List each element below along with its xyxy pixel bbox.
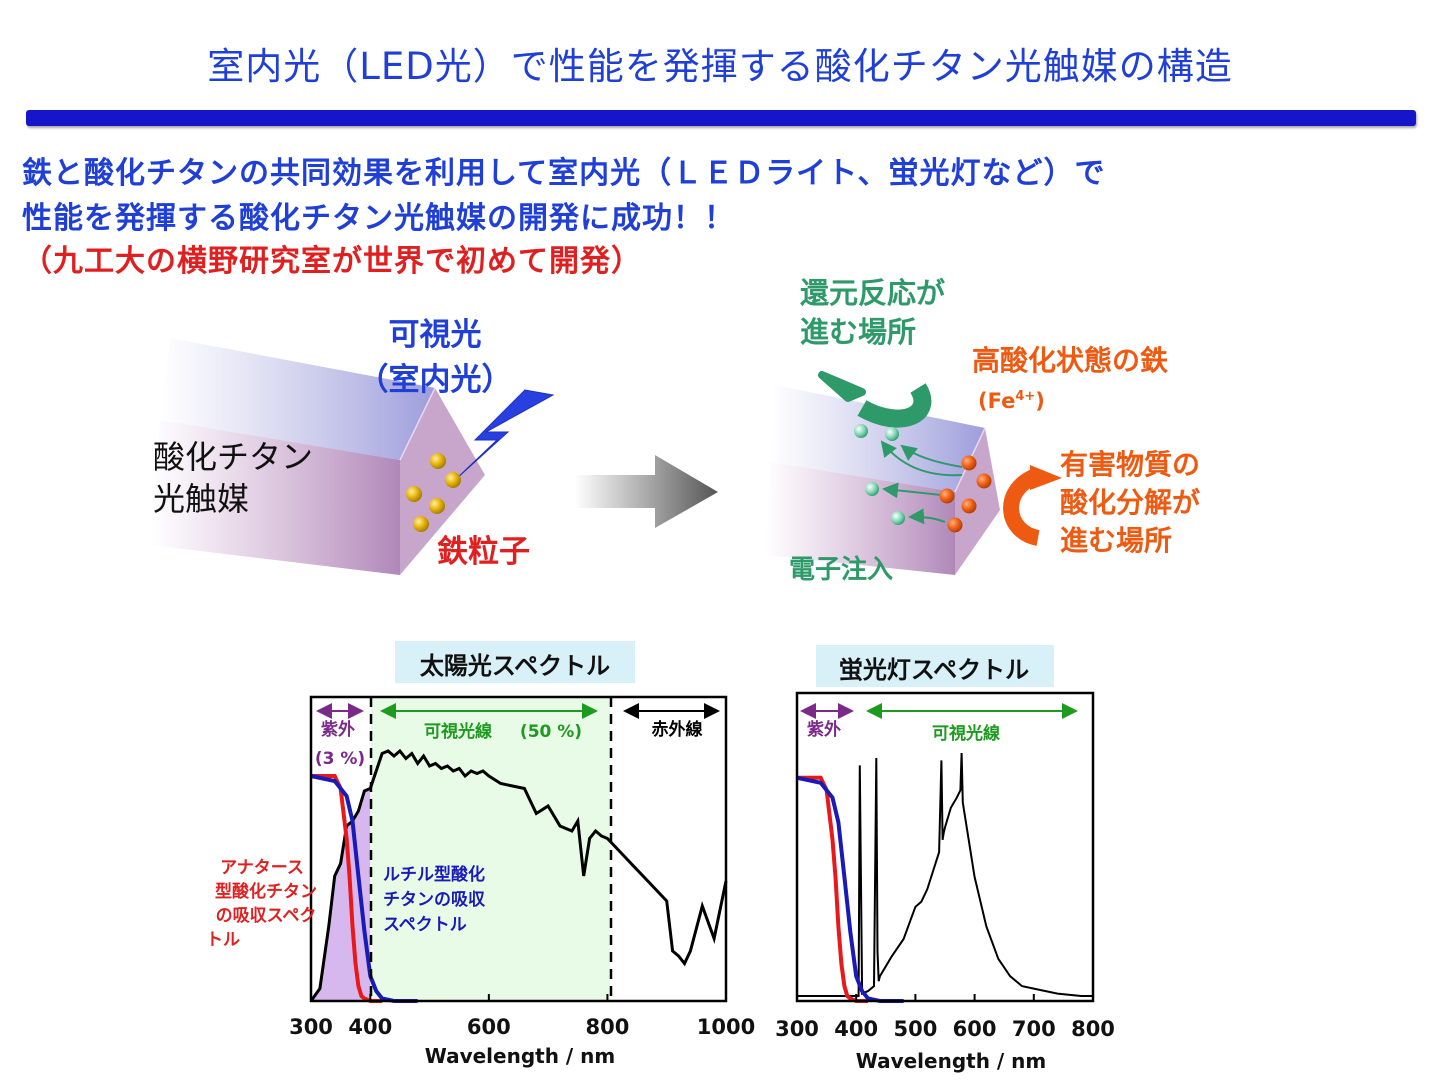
- sun-chart-frame: [309, 695, 728, 1003]
- rutile-absorption-line: [310, 774, 418, 1003]
- page-title: 室内光（LED光）で性能を発揮する酸化チタン光触媒の構造: [207, 45, 1233, 88]
- fluor-chart-title-box: [816, 645, 1054, 687]
- x-tick-label: 300: [775, 1017, 819, 1041]
- sun-x-axis-label: Wavelength / nm: [425, 1044, 616, 1068]
- uv-label: 紫外: [321, 719, 355, 740]
- x-tick-label: 600: [467, 1015, 511, 1039]
- high-oxidation-iron-label: 高酸化状態の鉄: [972, 344, 1168, 377]
- mechanism-diagram: 可視光 （室内光） 酸化チタン 光触媒 鉄粒子 還元反応が 進む場所 高酸化状態…: [150, 276, 1200, 585]
- iron-particle: [429, 498, 445, 514]
- iron-particle: [413, 516, 429, 532]
- visible-light-label: 可視光: [389, 317, 482, 353]
- fe4-particle: [961, 455, 977, 471]
- fe4-label: (Fe4+): [978, 389, 1045, 413]
- x-tick-label: 800: [586, 1015, 630, 1039]
- x-tick-label: 500: [893, 1017, 937, 1041]
- lightning-icon: [454, 389, 555, 481]
- visible-region-shade: [371, 697, 610, 1001]
- reduction-arrow-head: [818, 371, 866, 402]
- fluorescent-spectrum-chart: 蛍光灯スペクトル 紫外 可視光線 300 400 500 600 700 800 Wave…: [775, 645, 1115, 1073]
- fluor-rutile-absorption-line: [796, 775, 904, 1003]
- ir-label: 赤外線: [652, 719, 703, 740]
- fluor-uv-label: 紫外: [807, 719, 841, 740]
- iron-particles-label: 鉄粒子: [437, 534, 530, 570]
- fluor-x-axis-label: Wavelength / nm: [856, 1049, 1047, 1073]
- harmful-label-2: 酸化分解が: [1060, 486, 1200, 519]
- x-tick-label: 1000: [697, 1015, 755, 1039]
- sun-chart-title-box: [395, 641, 635, 683]
- sun-chart-title: 太陽光スペクトル: [420, 652, 610, 680]
- iron-particle: [445, 472, 461, 488]
- anatase-note-3: の吸収スペク: [216, 906, 317, 926]
- x-tick-label: 600: [953, 1017, 997, 1041]
- lead-line-2: 性能を発揮する酸化チタン光触媒の開発に成功！！: [22, 201, 735, 236]
- fluor-x-ticks: 300 400 500 600 700 800: [775, 994, 1115, 1041]
- uv-percent: (3 %): [315, 749, 365, 769]
- titania-crystal-left: [150, 338, 485, 575]
- iron-particle: [406, 486, 422, 502]
- fe4-particle: [939, 488, 955, 504]
- reduction-curved-arrow: [857, 383, 932, 428]
- lead-line-3: （九工大の横野研究室が世界で初めて開発）: [22, 244, 642, 279]
- electron: [885, 427, 899, 441]
- fluor-chart-frame: [795, 691, 1095, 1003]
- transition-arrow: [575, 455, 718, 528]
- lead-line-1: 鉄と酸化チタンの共同効果を利用して室内光（ＬＥＤライト、蛍光灯など）で: [22, 156, 1106, 191]
- title-divider: [26, 110, 1416, 126]
- oxidation-arrow-head: [1030, 465, 1062, 490]
- fluor-spectrum-line: [797, 752, 1093, 997]
- electron: [865, 482, 879, 496]
- fluor-anatase-absorption-line: [797, 775, 868, 1003]
- indoor-light-label: （室内光）: [358, 362, 513, 398]
- spectra-charts: 太陽光スペクトル 紫外 (3 %) 可視光線 (50 %) 赤外線 アナタース …: [206, 641, 1115, 1073]
- sun-spectrum-chart: 太陽光スペクトル 紫外 (3 %) 可視光線 (50 %) 赤外線 アナタース …: [206, 641, 755, 1068]
- fe4-particle: [947, 517, 963, 533]
- anatase-note-1: アナタース: [220, 858, 304, 878]
- harmful-label-1: 有害物質の: [1060, 448, 1200, 481]
- iron-particle: [430, 453, 446, 469]
- x-tick-label: 400: [834, 1017, 878, 1041]
- reduction-label-1: 還元反応が: [800, 276, 945, 310]
- rutile-note-1: ルチル型酸化: [383, 864, 485, 885]
- oxidation-curved-arrow: [1003, 468, 1041, 546]
- visible-label: 可視光線: [424, 721, 492, 742]
- rutile-note-3: スペクトル: [383, 915, 467, 935]
- catalyst-label-2: 光触媒: [153, 480, 249, 518]
- x-tick-label: 800: [1071, 1017, 1115, 1041]
- rutile-note-2: チタンの吸収: [383, 890, 486, 910]
- anatase-note-2: 型酸化チタン: [215, 881, 317, 902]
- electron: [854, 424, 868, 438]
- visible-percent: (50 %): [520, 722, 582, 742]
- anatase-note-4: トル: [206, 930, 240, 950]
- x-tick-label: 400: [348, 1015, 392, 1039]
- catalyst-label-1: 酸化チタン: [153, 438, 313, 476]
- fluor-chart-title: 蛍光灯スペクトル: [839, 656, 1029, 684]
- fe4-particle: [976, 473, 992, 489]
- x-tick-label: 700: [1012, 1017, 1056, 1041]
- sun-x-ticks: 300 400 600 800 1000: [289, 994, 755, 1039]
- electron-injection-label: 電子注入: [789, 554, 893, 585]
- electron: [891, 511, 905, 525]
- fluor-visible-label: 可視光線: [932, 723, 1000, 744]
- x-tick-label: 300: [289, 1015, 333, 1039]
- reduction-label-2: 進む場所: [800, 315, 916, 349]
- fe4-particle: [961, 498, 977, 514]
- harmful-label-3: 進む場所: [1060, 524, 1172, 557]
